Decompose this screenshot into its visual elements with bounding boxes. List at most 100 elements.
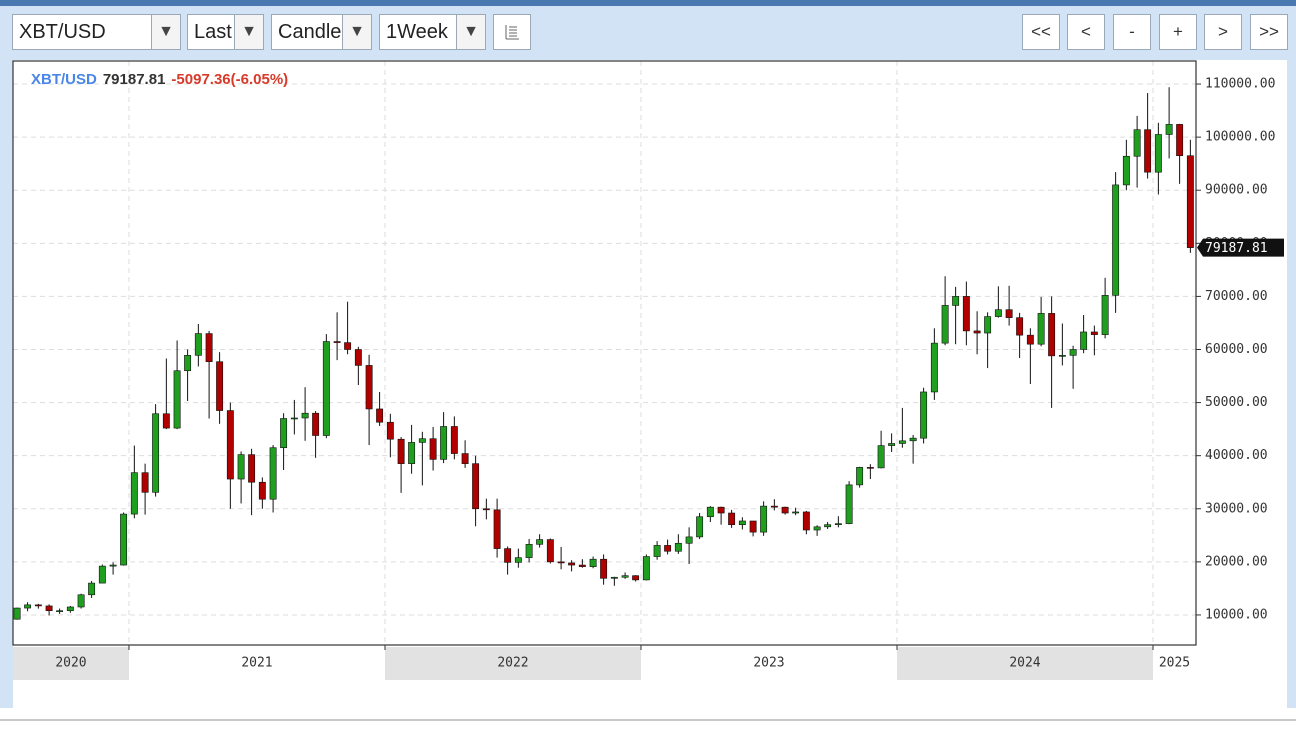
- candle-body: [909, 437, 917, 442]
- candle-body: [1133, 129, 1141, 157]
- interval-select[interactable]: 1Week ▼: [379, 14, 486, 50]
- candle-body: [98, 565, 106, 584]
- candle-body: [834, 523, 842, 525]
- candle-body: [24, 604, 32, 609]
- candle-body: [88, 582, 96, 596]
- candle-body: [365, 365, 373, 410]
- nav-button[interactable]: <<: [1022, 14, 1060, 50]
- candle-body: [205, 333, 213, 363]
- candle-body: [557, 561, 565, 564]
- nav-button[interactable]: >: [1204, 14, 1242, 50]
- candle-body: [738, 520, 746, 525]
- y-tick-label: 50000.00: [1205, 395, 1268, 410]
- candle-body: [354, 349, 362, 366]
- select-text: 1Week: [386, 21, 448, 43]
- candle-body: [482, 508, 490, 511]
- select-text: Last: [194, 21, 232, 43]
- candle-body: [77, 594, 85, 608]
- candle-body: [1005, 309, 1013, 318]
- candle-body: [1154, 134, 1162, 173]
- candle-body: [120, 513, 128, 566]
- candle-body: [930, 342, 938, 393]
- candle-body: [813, 526, 821, 531]
- candle-body: [269, 447, 277, 500]
- nav-button[interactable]: -: [1113, 14, 1151, 50]
- candle-body: [1080, 331, 1088, 350]
- candle-body: [749, 520, 757, 533]
- candle-body: [45, 605, 53, 612]
- candle-body: [1016, 317, 1024, 336]
- candle-body: [1144, 129, 1152, 173]
- candle-body: [1090, 331, 1098, 335]
- candle-body: [56, 610, 64, 613]
- price-type-select[interactable]: Last ▼: [187, 14, 264, 50]
- candle-body: [781, 506, 789, 514]
- y-tick-label: 110000.00: [1205, 77, 1275, 92]
- candle-body: [546, 539, 554, 563]
- candle-body: [898, 440, 906, 444]
- candle-body: [258, 481, 266, 500]
- y-tick-label: 70000.00: [1205, 289, 1268, 304]
- candle-body: [1026, 334, 1034, 345]
- candle-body: [962, 296, 970, 332]
- candle-body: [386, 421, 394, 440]
- nav-button[interactable]: +: [1159, 14, 1197, 50]
- candle-body: [13, 607, 21, 620]
- chart-background: [13, 60, 1287, 708]
- candle-body: [280, 418, 288, 449]
- chart-style-select[interactable]: Candle ▼: [271, 14, 372, 50]
- x-band: [384, 647, 641, 680]
- symbol-select[interactable]: XBT/USD ▼: [12, 14, 181, 50]
- candle-body: [1037, 313, 1045, 345]
- y-tick-label: 10000.00: [1205, 607, 1268, 622]
- candle-body: [312, 412, 320, 436]
- candle-body: [685, 536, 693, 544]
- candle-body: [1176, 124, 1184, 157]
- candle-body: [1101, 295, 1109, 335]
- candle-body: [450, 426, 458, 454]
- nav-button[interactable]: <: [1067, 14, 1105, 50]
- candle-body: [642, 556, 650, 581]
- last-price-label: 79187.81: [1205, 241, 1268, 256]
- quote-change: -5097.36(-6.05%): [171, 71, 288, 88]
- candle-body: [461, 453, 469, 464]
- select-arrow: ▼: [456, 15, 485, 49]
- divider: [0, 719, 1296, 721]
- candle-body: [322, 341, 330, 436]
- select-arrow: ▼: [342, 15, 371, 49]
- x-tick-label: 2022: [497, 656, 528, 671]
- y-tick-label: 30000.00: [1205, 501, 1268, 516]
- candle-body: [344, 342, 352, 350]
- candle-body: [632, 575, 640, 581]
- table-button[interactable]: [493, 14, 531, 50]
- select-arrow: ▼: [151, 15, 180, 49]
- candle-body: [109, 564, 117, 567]
- candle-body: [66, 606, 74, 612]
- x-band: [13, 647, 129, 680]
- last-price-tag: [1197, 238, 1284, 257]
- candle-body: [984, 316, 992, 334]
- candle-body: [1186, 155, 1194, 248]
- candle-body: [973, 330, 981, 334]
- candle-body: [568, 562, 576, 566]
- candle-body: [824, 524, 832, 528]
- candle-body: [408, 442, 416, 464]
- candle-body: [216, 361, 224, 411]
- candle-body: [162, 413, 170, 429]
- candle-body: [1122, 155, 1130, 186]
- candle-body: [333, 341, 341, 343]
- x-tick-label: 2020: [55, 656, 86, 671]
- candle-body: [877, 445, 885, 469]
- x-tick-label: 2021: [241, 656, 272, 671]
- candle-body: [920, 391, 928, 439]
- quote-symbol: XBT/USD: [31, 71, 97, 88]
- candle-body: [194, 333, 202, 356]
- y-tick-label: 100000.00: [1205, 130, 1275, 145]
- y-tick-label: 60000.00: [1205, 342, 1268, 357]
- candle-body: [440, 426, 448, 460]
- candle-body: [1058, 355, 1066, 357]
- candle-body: [1069, 349, 1077, 356]
- candle-body: [130, 472, 138, 515]
- nav-button[interactable]: >>: [1250, 14, 1288, 50]
